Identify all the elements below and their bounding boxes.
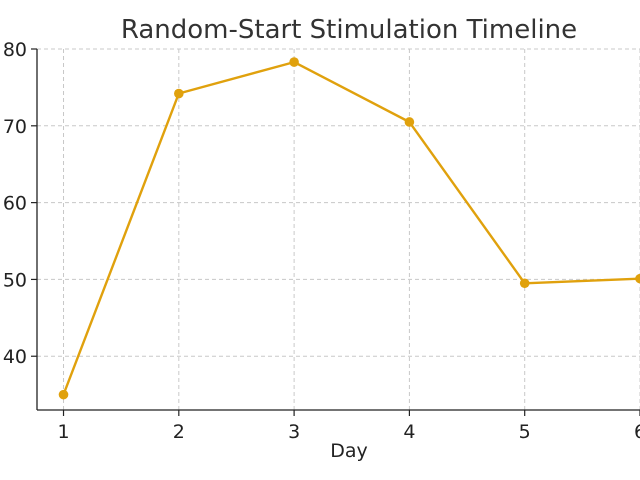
axes	[36, 49, 640, 411]
series-line	[62, 60, 640, 396]
x-tick-label: 2	[173, 421, 185, 443]
series	[58, 57, 640, 400]
x-axis-label: Day	[330, 440, 368, 462]
y-tick-label: 50	[3, 269, 27, 291]
x-tick-label: 1	[57, 421, 69, 443]
data-point	[404, 117, 415, 127]
data-point	[58, 389, 69, 400]
chart-title: Random-Start Stimulation Timeline	[121, 15, 577, 45]
x-tick-label: 4	[403, 421, 415, 443]
data-point	[519, 278, 530, 289]
y-tick-label: 40	[3, 346, 27, 368]
data-point	[635, 273, 640, 284]
data-point	[289, 57, 299, 67]
data-point	[174, 88, 184, 99]
x-tick-label: 5	[519, 421, 531, 443]
y-tick-label: 80	[3, 39, 27, 61]
y-tick-label: 60	[3, 193, 27, 215]
ticks: 1 2 3 4 5 6 40 50 60 70 80	[3, 39, 640, 443]
x-tick-label: 6	[634, 421, 640, 443]
x-tick-label: 3	[288, 421, 300, 443]
y-tick-label: 70	[3, 116, 27, 138]
